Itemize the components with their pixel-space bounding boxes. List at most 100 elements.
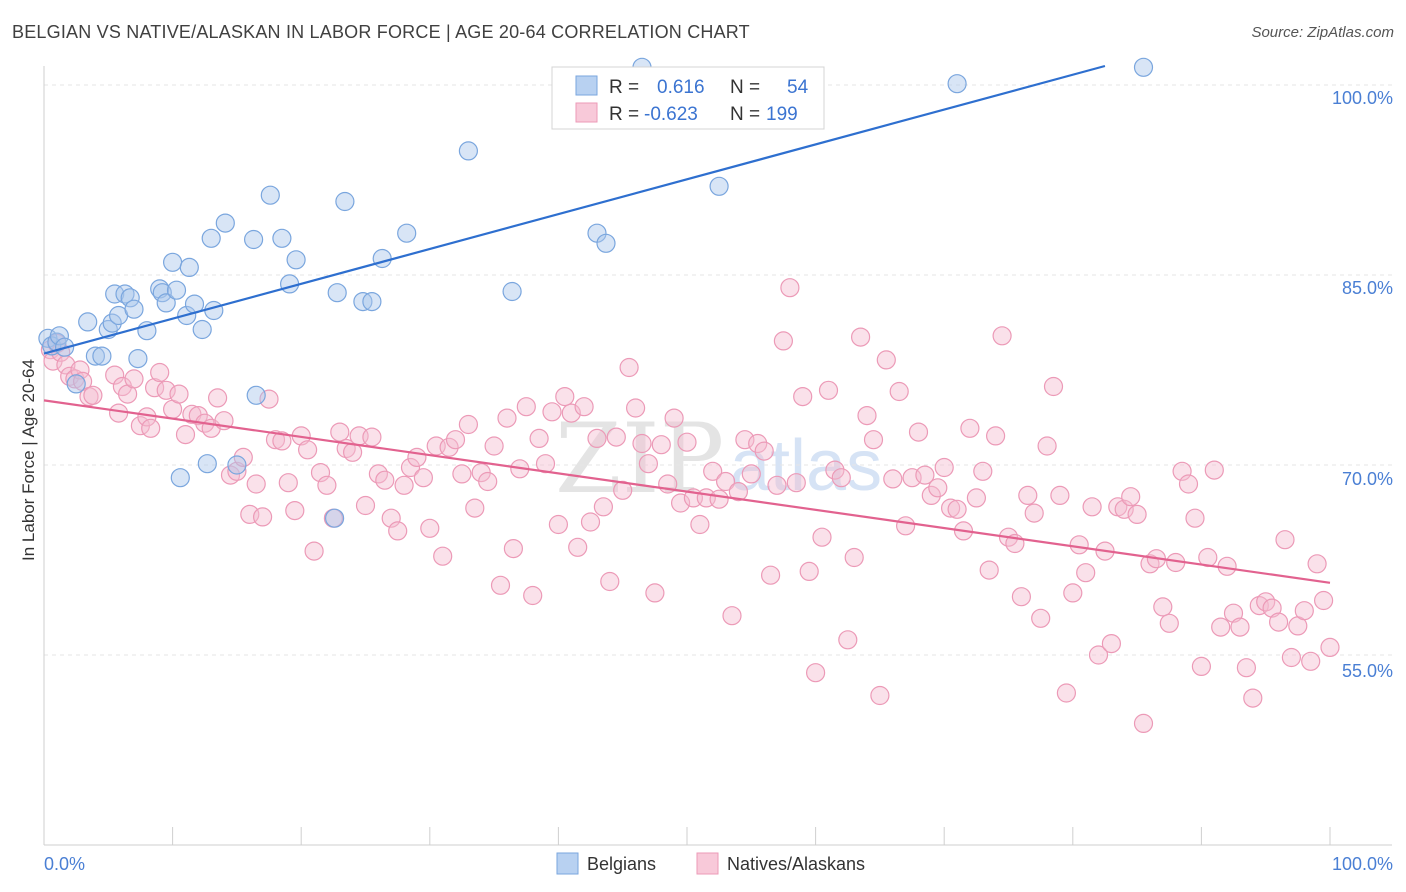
native-point <box>548 514 569 535</box>
native-point <box>1082 497 1102 517</box>
native-point <box>786 473 806 493</box>
native-point <box>1275 530 1295 550</box>
bottom-legend-label-belgians: Belgians <box>587 854 656 874</box>
belgian-point <box>215 213 235 233</box>
native-point <box>741 464 761 484</box>
belgian-point <box>163 252 183 272</box>
belgian-point <box>102 313 122 333</box>
native-point <box>1140 554 1160 574</box>
native-point <box>979 560 999 580</box>
series-legend: Belgians Natives/Alaskans <box>556 852 865 875</box>
native-point <box>651 435 671 455</box>
native-point <box>1153 597 1173 617</box>
native-point <box>1294 601 1314 621</box>
native-point <box>1018 485 1038 505</box>
native-point <box>156 380 176 400</box>
native-point <box>420 518 440 538</box>
native-point <box>1204 460 1224 480</box>
belgian-point <box>49 326 70 346</box>
native-point <box>83 385 103 405</box>
belgian-point <box>709 176 729 196</box>
native-point <box>818 380 839 400</box>
belgian-point <box>192 319 212 340</box>
native-point <box>1185 508 1205 528</box>
legend-swatch-belgians <box>575 75 598 96</box>
native-point <box>1313 590 1334 611</box>
native-point <box>465 498 485 518</box>
native-point <box>413 468 433 488</box>
native-point <box>497 408 517 428</box>
native-point <box>844 547 864 568</box>
native-point <box>748 433 768 454</box>
native-point <box>253 507 273 527</box>
native-point <box>1088 645 1109 665</box>
bottom-legend-swatch-natives <box>696 852 719 875</box>
native-point <box>246 474 266 494</box>
legend-n-label-2: N = <box>730 104 760 125</box>
native-point <box>921 485 941 505</box>
belgian-point <box>227 455 247 475</box>
native-point <box>735 430 755 450</box>
native-point <box>805 663 826 683</box>
native-point <box>760 565 781 585</box>
native-point <box>542 402 562 422</box>
native-point <box>272 431 292 451</box>
native-point <box>1223 603 1244 623</box>
native-point <box>400 457 421 478</box>
native-point <box>606 427 626 447</box>
belgian-trend-line <box>43 64 1106 355</box>
native-point <box>825 460 845 480</box>
native-point <box>105 365 125 385</box>
native-point <box>632 433 652 454</box>
native-point <box>947 499 967 519</box>
belgian-point <box>85 346 106 366</box>
belgian-point <box>246 385 266 405</box>
y-tick-label-70: 70.0% <box>1342 469 1393 489</box>
native-point <box>754 441 774 461</box>
native-point <box>285 501 305 521</box>
native-point <box>773 331 794 351</box>
native-point <box>388 521 408 541</box>
belgian-point <box>335 191 355 212</box>
native-point <box>145 378 165 398</box>
native-point <box>985 426 1006 446</box>
native-point <box>317 475 337 495</box>
native-point <box>445 430 466 450</box>
native-point <box>600 571 620 592</box>
belgian-point <box>272 228 292 248</box>
native-point <box>1101 633 1122 654</box>
native-point <box>709 489 729 509</box>
belgian-point <box>286 250 306 270</box>
native-point <box>150 362 170 383</box>
y-tick-label-100: 100.0% <box>1332 88 1393 108</box>
belgian-point <box>260 185 280 205</box>
belgian-point <box>947 74 967 94</box>
native-point <box>529 428 549 448</box>
native-point <box>928 478 948 498</box>
native-point <box>767 475 787 495</box>
stats-legend: R = 0.616 N = 54 R = -0.623 N = 199 <box>551 66 825 130</box>
native-point <box>555 387 575 407</box>
belgian-point <box>166 280 187 300</box>
belgian-point <box>1133 57 1154 77</box>
native-point <box>895 516 916 536</box>
native-point <box>265 430 286 450</box>
native-point <box>407 447 427 467</box>
belgian-point <box>120 288 140 308</box>
native-point <box>670 493 691 513</box>
native-point <box>703 461 723 481</box>
native-point <box>1069 535 1089 555</box>
native-point <box>304 541 324 561</box>
legend-n-label-1: N = <box>730 77 760 98</box>
native-point <box>664 408 684 428</box>
native-point <box>1011 587 1032 607</box>
native-point <box>973 461 993 481</box>
native-point <box>1133 713 1154 734</box>
native-point <box>175 425 196 445</box>
x-tick-label-min: 0.0% <box>44 854 85 874</box>
native-point <box>355 495 376 516</box>
native-point <box>1262 598 1282 618</box>
belgian-point <box>201 228 221 248</box>
native-point <box>1037 436 1057 456</box>
native-point <box>1301 651 1321 671</box>
